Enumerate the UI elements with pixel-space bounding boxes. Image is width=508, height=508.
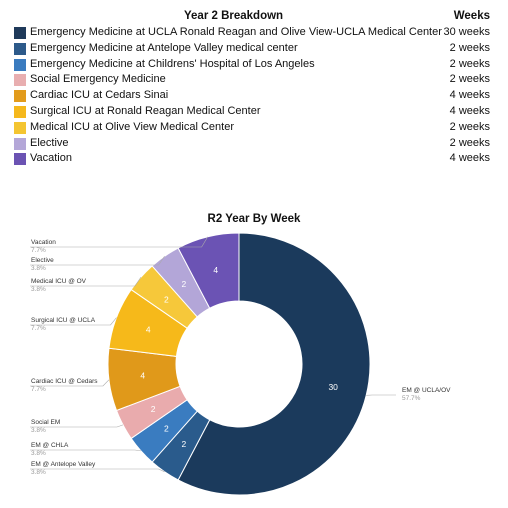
row-label: Emergency Medicine at UCLA Ronald Reagan… <box>30 26 442 38</box>
row-label: Cardiac ICU at Cedars Sinai <box>30 89 169 102</box>
leader-line <box>30 379 110 387</box>
slice-category-label: EM @ CHLA <box>31 442 69 449</box>
table-row: Elective 2 weeks <box>14 137 494 153</box>
table-row: Cardiac ICU at Cedars Sinai 4 weeks <box>14 89 494 105</box>
legend-swatch <box>14 153 26 166</box>
table-row: Emergency Medicine at Antelope Valley me… <box>14 42 494 58</box>
legend-swatch <box>14 105 26 118</box>
slice-value-label: 30 <box>328 382 338 392</box>
table-row: Medical ICU at Olive View Medical Center… <box>14 121 494 137</box>
breakdown-table: Year 2 Breakdown Weeks Emergency Medicin… <box>14 10 494 168</box>
row-weeks: 2 weeks <box>449 41 490 54</box>
table-title: Year 2 Breakdown <box>184 10 284 22</box>
slice-value-label: 4 <box>146 325 151 335</box>
leader-line <box>30 276 142 287</box>
row-weeks: 30 weeks <box>443 26 490 38</box>
leader-line <box>30 449 141 452</box>
leader-line <box>30 236 208 248</box>
slice-percent-label: 3.8% <box>31 265 46 272</box>
slice-value-label: 4 <box>213 265 218 275</box>
row-label: Emergency Medicine at Antelope Valley me… <box>30 41 298 54</box>
slice-percent-label: 7.7% <box>31 247 46 254</box>
slice-percent-label: 3.8% <box>31 427 46 434</box>
leader-line <box>30 317 117 326</box>
legend-swatch <box>14 74 26 87</box>
slice-value-label: 2 <box>164 295 169 305</box>
leader-line <box>30 468 165 473</box>
slice-category-label: Social EM <box>31 419 60 426</box>
slice-percent-label: 7.7% <box>31 386 46 393</box>
slice-category-label: EM @ Antelope Valley <box>31 461 96 468</box>
slice-category-label: Elective <box>31 257 54 264</box>
legend-swatch <box>14 58 26 71</box>
legend-swatch <box>14 121 26 134</box>
slice-value-label: 2 <box>182 279 187 289</box>
slice-value-label: 4 <box>140 371 145 381</box>
slice-percent-label: 7.7% <box>31 325 46 332</box>
table-row: Surgical ICU at Ronald Reagan Medical Ce… <box>14 105 494 121</box>
table-row: Social Emergency Medicine 2 weeks <box>14 73 494 89</box>
row-weeks: 2 weeks <box>449 120 490 133</box>
slice-percent-label: 3.8% <box>31 450 46 457</box>
slice-category-label: Medical ICU @ OV <box>31 278 87 285</box>
slice-value-label: 2 <box>164 423 169 433</box>
row-label: Social Emergency Medicine <box>30 73 166 86</box>
row-label: Vacation <box>30 152 72 165</box>
legend-swatch <box>14 42 26 55</box>
table-row: Emergency Medicine at Childrens' Hospita… <box>14 58 494 74</box>
legend-swatch <box>14 137 26 150</box>
slice-category-label: Surgical ICU @ UCLA <box>31 317 96 324</box>
table-row: Emergency Medicine at UCLA Ronald Reagan… <box>14 26 494 42</box>
donut-slice <box>177 232 371 496</box>
table-header: Year 2 Breakdown Weeks <box>14 10 494 26</box>
row-weeks: 4 weeks <box>449 89 490 102</box>
row-weeks: 4 weeks <box>449 152 490 165</box>
donut-slice <box>177 232 240 309</box>
row-label: Surgical ICU at Ronald Reagan Medical Ce… <box>30 104 261 117</box>
row-label: Medical ICU at Olive View Medical Center <box>30 120 234 133</box>
slice-category-label: Cardiac ICU @ Cedars <box>31 378 98 385</box>
row-weeks: 2 weeks <box>449 57 490 70</box>
slice-percent-label: 3.8% <box>31 286 46 293</box>
row-weeks: 4 weeks <box>449 104 490 117</box>
table-body: Emergency Medicine at UCLA Ronald Reagan… <box>14 26 494 168</box>
legend-swatch <box>14 90 26 103</box>
slice-value-label: 2 <box>151 404 156 414</box>
table-row: Vacation 4 weeks <box>14 152 494 168</box>
slice-category-label: EM @ UCLA/OV <box>402 387 451 394</box>
slice-percent-label: 57.7% <box>402 395 421 402</box>
row-label: Emergency Medicine at Childrens' Hospita… <box>30 57 315 70</box>
leader-line <box>30 256 165 266</box>
slice-percent-label: 3.8% <box>31 469 46 476</box>
slice-category-label: Vacation <box>31 239 56 246</box>
row-weeks: 2 weeks <box>449 73 490 86</box>
row-label: Elective <box>30 136 69 149</box>
legend-swatch <box>14 27 26 39</box>
weeks-column-header: Weeks <box>453 10 490 22</box>
chart-title: R2 Year By Week <box>207 213 301 225</box>
slice-value-label: 2 <box>182 439 187 449</box>
leader-line <box>30 424 124 428</box>
row-weeks: 2 weeks <box>449 136 490 149</box>
